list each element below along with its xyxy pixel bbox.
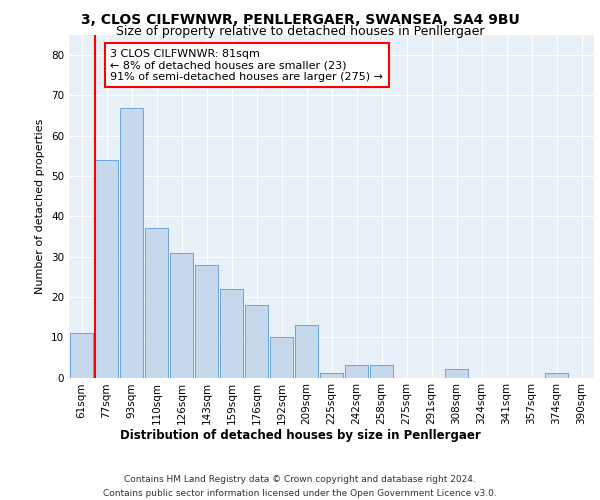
Bar	[120, 108, 143, 378]
Bar	[370, 366, 393, 378]
Bar	[545, 374, 568, 378]
Bar	[220, 289, 243, 378]
Y-axis label: Number of detached properties: Number of detached properties	[35, 118, 46, 294]
Bar	[295, 325, 318, 378]
Bar	[270, 337, 293, 378]
Text: Distribution of detached houses by size in Penllergaer: Distribution of detached houses by size …	[119, 430, 481, 442]
Bar	[95, 160, 118, 378]
Bar	[195, 264, 218, 378]
Bar	[70, 333, 93, 378]
Bar	[320, 374, 343, 378]
Text: Contains HM Land Registry data © Crown copyright and database right 2024.
Contai: Contains HM Land Registry data © Crown c…	[103, 476, 497, 498]
Text: 3 CLOS CILFWNWR: 81sqm
← 8% of detached houses are smaller (23)
91% of semi-deta: 3 CLOS CILFWNWR: 81sqm ← 8% of detached …	[110, 48, 383, 82]
Bar	[445, 370, 468, 378]
Bar	[170, 252, 193, 378]
Text: 3, CLOS CILFWNWR, PENLLERGAER, SWANSEA, SA4 9BU: 3, CLOS CILFWNWR, PENLLERGAER, SWANSEA, …	[80, 12, 520, 26]
Bar	[145, 228, 168, 378]
Bar	[345, 366, 368, 378]
Text: Size of property relative to detached houses in Penllergaer: Size of property relative to detached ho…	[116, 25, 484, 38]
Bar	[245, 305, 268, 378]
